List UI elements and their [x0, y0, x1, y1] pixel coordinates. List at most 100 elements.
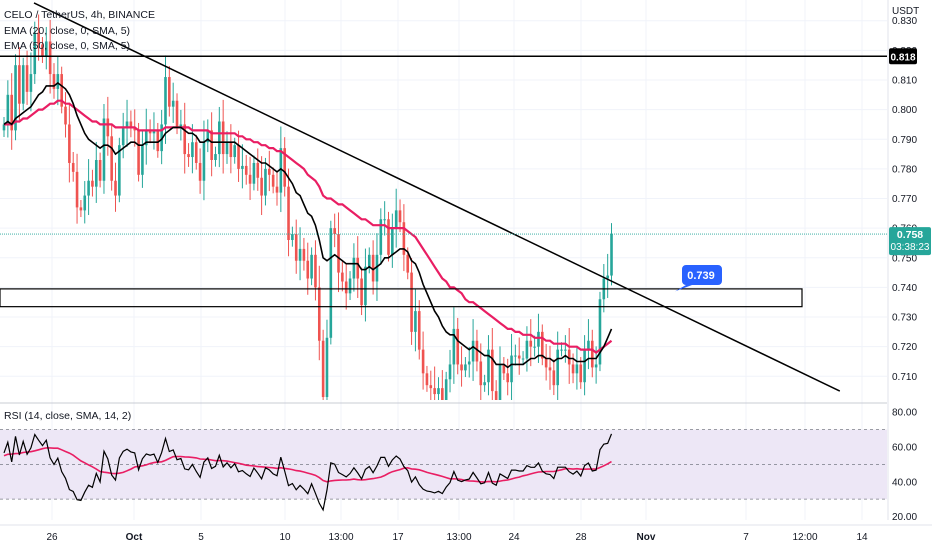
support-zone-rectangle[interactable]: [0, 288, 803, 308]
candle-body: [225, 142, 229, 155]
candle: [10, 73, 13, 150]
candle: [206, 119, 210, 153]
candle-body: [210, 130, 213, 160]
price-tick-label: 0.790: [892, 135, 917, 146]
candle: [137, 122, 140, 182]
candle-body: [441, 388, 444, 400]
rsi-legend[interactable]: RSI (14, close, SMA, 14, 2): [4, 410, 132, 422]
ema20-legend[interactable]: EMA (20, close, 0, SMA, 5): [4, 25, 131, 37]
candle-body: [590, 340, 594, 368]
rsi-tick-label: 80.00: [892, 408, 917, 419]
candle-body: [444, 379, 448, 400]
candle-body: [471, 340, 475, 362]
price-tick-label: 0.740: [892, 283, 917, 294]
candle-body: [52, 74, 56, 89]
candle: [187, 143, 190, 167]
candle-body: [579, 364, 583, 383]
candle-body: [506, 373, 509, 383]
candle-body: [68, 124, 71, 163]
candle: [521, 351, 525, 366]
price-callout[interactable]: 0.739: [675, 265, 722, 292]
candle-body: [383, 219, 386, 221]
candle-body: [218, 121, 221, 155]
candle-body: [494, 391, 498, 400]
candle-body: [164, 77, 167, 125]
candle: [225, 131, 229, 164]
candle-body: [241, 165, 244, 169]
candle-body: [567, 349, 571, 365]
candle-body: [317, 287, 321, 341]
candle-body: [168, 77, 171, 107]
price-tick-label: 0.830: [892, 16, 917, 27]
candle-body: [198, 162, 202, 181]
time-axis[interactable]: 26 Oct 5 10 13:00 17 13:00 24 28 Nov 7 12:00 14: [46, 532, 868, 543]
candle-body: [429, 385, 433, 389]
candle-body: [606, 275, 609, 279]
candle: [317, 265, 321, 361]
candle-body: [171, 100, 175, 107]
candle-body: [521, 358, 525, 360]
candle-body: [610, 234, 613, 276]
candle: [102, 104, 106, 194]
resistance-price-label: 0.818: [890, 52, 915, 63]
candle: [68, 102, 71, 183]
candle-body: [118, 145, 121, 196]
candle: [121, 112, 125, 159]
candle-body: [398, 210, 402, 223]
candle-body: [333, 228, 336, 235]
candle: [598, 291, 602, 372]
candle-body: [433, 388, 436, 395]
candle: [398, 199, 402, 233]
candle-body: [467, 361, 471, 365]
candle-body: [6, 94, 10, 125]
candle-body: [544, 358, 548, 368]
candle-body: [367, 254, 371, 267]
symbol-title[interactable]: CELO / TetherUS, 4h, BINANCE: [4, 9, 155, 21]
candle: [60, 66, 63, 114]
candle-body: [268, 168, 271, 175]
candle-body: [548, 367, 552, 371]
candle: [356, 236, 360, 298]
candle: [567, 328, 571, 384]
rsi-axis[interactable]: 80.00 60.00 40.00 20.00: [892, 408, 917, 523]
candle-body: [121, 127, 125, 146]
time-tick-label: 24: [508, 532, 520, 543]
candle: [156, 122, 160, 158]
candle: [387, 211, 390, 262]
candle-body: [344, 281, 348, 294]
candle: [371, 240, 375, 295]
candle-body: [302, 248, 306, 261]
candle-body: [233, 145, 236, 158]
candle: [364, 248, 367, 322]
candle-body: [456, 328, 460, 365]
candle: [44, 26, 48, 70]
candle-body: [560, 349, 563, 351]
candle: [544, 344, 548, 381]
candle: [302, 237, 306, 271]
candle: [310, 247, 313, 286]
price-tick-label: 0.710: [892, 372, 917, 383]
candle-body: [202, 142, 206, 181]
candle-body: [144, 130, 148, 146]
candle: [244, 154, 248, 185]
candle: [502, 357, 506, 380]
candle: [344, 263, 348, 310]
candle-body: [452, 328, 456, 365]
candle: [541, 324, 544, 366]
candle: [517, 337, 521, 375]
ema50-legend[interactable]: EMA (50, close, 0, SMA, 5): [4, 40, 131, 52]
candle-body: [356, 257, 360, 279]
candle-body: [337, 234, 340, 273]
candle-body: [175, 100, 179, 128]
descending-trendline[interactable]: [33, 2, 841, 392]
candle-body: [491, 349, 494, 392]
candle: [583, 335, 586, 396]
candle: [514, 344, 517, 366]
candle-body: [483, 382, 486, 386]
candle-body: [406, 254, 410, 273]
candle: [429, 370, 433, 400]
current-price-label: 0.758: [897, 229, 923, 241]
rsi-tick-label: 60.00: [892, 442, 917, 453]
